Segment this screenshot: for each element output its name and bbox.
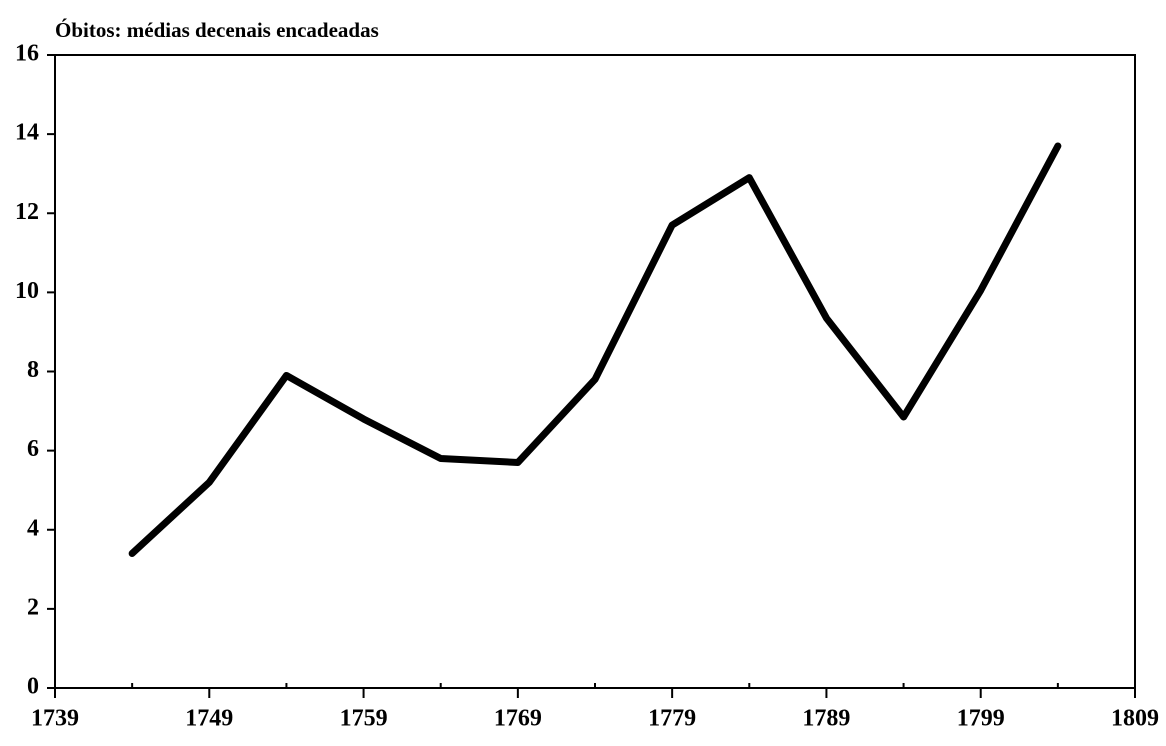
x-tick-label: 1769 — [494, 706, 542, 732]
x-tick-label: 1779 — [648, 706, 696, 732]
y-tick-label: 0 — [27, 674, 39, 700]
x-tick-label: 1739 — [31, 706, 79, 732]
x-tick-label: 1809 — [1111, 706, 1159, 732]
x-tick-label: 1749 — [185, 706, 233, 732]
y-tick-label: 10 — [15, 278, 39, 304]
y-tick-label: 2 — [27, 594, 39, 620]
y-tick-label: 4 — [27, 515, 39, 541]
plot-frame — [54, 54, 1136, 689]
y-tick-label: 8 — [27, 357, 39, 383]
x-tick-label: 1759 — [340, 706, 388, 732]
y-tick-label: 6 — [27, 436, 39, 462]
chart-title: Óbitos: médias decenais encadeadas — [55, 18, 379, 42]
y-tick-label: 14 — [15, 120, 39, 146]
x-tick-label: 1789 — [802, 706, 850, 732]
y-tick-label: 12 — [15, 199, 39, 225]
y-tick-label: 16 — [15, 41, 39, 67]
x-tick-label: 1799 — [957, 706, 1005, 732]
data-line — [128, 142, 1062, 557]
